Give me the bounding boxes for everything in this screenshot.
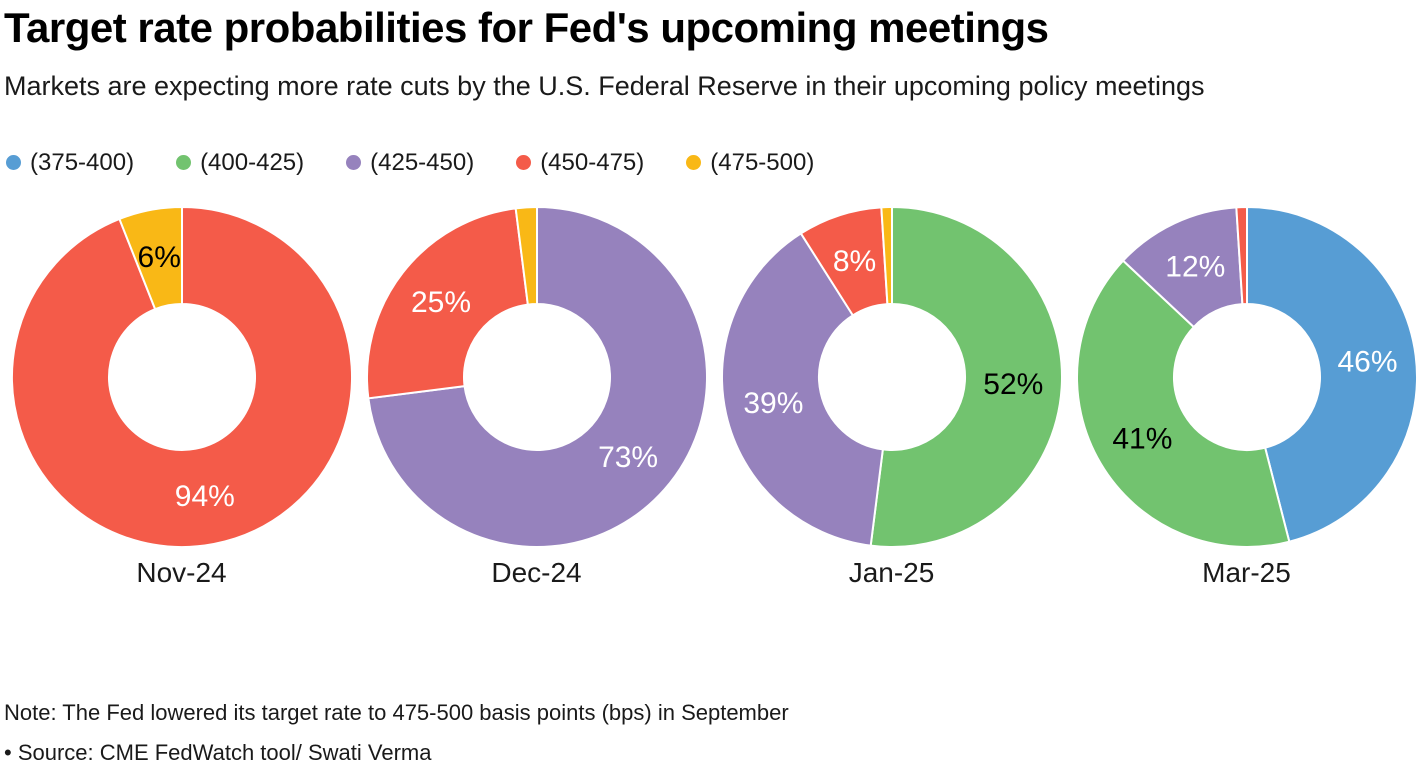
donut-slice-375-400 [1245,205,1418,543]
slice-label: 46% [1337,345,1397,378]
donut-cell-jan-25: 52% 39% 8% Jan-25 [714,203,1069,589]
legend-item-450-475: (450-475) [516,149,644,177]
donut-chart-mar-25: 46% 41% 12% [1073,203,1420,551]
donut-slice-450-475 [365,207,529,400]
legend-dot-icon [686,155,702,171]
legend-item-425-450: (425-450) [346,149,474,177]
slice-label: 6% [137,241,180,274]
slice-label: 52% [983,368,1043,401]
donut-slice-400-425 [1075,259,1290,548]
footer: Note: The Fed lowered its target rate to… [4,700,789,766]
legend-item-400-425: (400-425) [176,149,304,177]
month-label: Nov-24 [136,556,227,588]
legend-dot-icon [6,155,21,171]
slice-label: 12% [1165,250,1225,283]
donut-slice-425-450 [720,232,884,547]
slice-label: 41% [1112,422,1172,455]
legend-label: (475-500) [710,148,815,176]
legend-label: (375-400) [30,148,135,176]
legend-dot-icon [176,155,192,171]
slice-label: 8% [832,245,875,278]
donut-cell-mar-25: 46% 41% 12% Mar-25 [1069,203,1420,589]
donut-cell-dec-24: 73% 25% Dec-24 [359,203,714,589]
month-label: Mar-25 [1202,556,1291,588]
chart-subtitle: Markets are expecting more rate cuts by … [4,71,1205,102]
legend-item-375-400: (375-400) [6,149,134,177]
donut-slice-450-475 [1234,205,1248,305]
legend-label: (400-425) [200,148,305,176]
slice-label: 73% [598,441,658,474]
month-label: Jan-25 [848,556,935,588]
slice-label: 25% [410,286,470,319]
chart-title: Target rate probabilities for Fed's upco… [4,4,1049,51]
legend-dot-icon [346,155,362,171]
donut-slice-400-425 [869,205,1063,548]
donut-slice-425-450 [366,205,708,548]
donut-row: 94% 6% Nov-24 73% 25% Dec-24 52% 39% 8% Jan-… [4,203,1420,589]
donut-slice-475-500 [117,205,183,310]
note-text: Note: The Fed lowered its target rate to… [4,700,789,725]
donut-chart-jan-25: 52% 39% 8% [718,203,1066,551]
donut-slice-475-500 [879,205,893,305]
slice-label: 39% [743,387,803,420]
donut-cell-nov-24: 94% 6% Nov-24 [4,203,359,589]
donut-slice-450-475 [10,205,353,548]
legend-label: (425-450) [370,148,475,176]
slice-label: 94% [174,480,234,513]
legend: (375-400) (400-425) (425-450) (450-475) … [6,149,1420,177]
donut-chart-nov-24: 94% 6% [8,203,356,551]
month-label: Dec-24 [491,556,582,588]
legend-label: (450-475) [540,148,645,176]
source-text: • Source: CME FedWatch tool/ Swati Verma [4,740,432,765]
donut-chart-dec-24: 73% 25% [363,203,711,551]
legend-dot-icon [516,155,532,171]
legend-item-475-500: (475-500) [686,149,814,177]
donut-slice-475-500 [514,205,538,306]
